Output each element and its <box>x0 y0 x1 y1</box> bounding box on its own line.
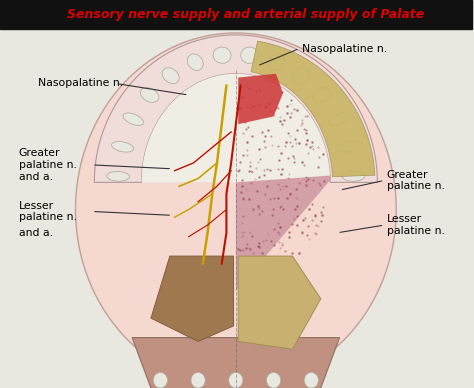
Ellipse shape <box>111 142 134 152</box>
Ellipse shape <box>304 372 319 388</box>
Polygon shape <box>236 175 330 291</box>
Ellipse shape <box>107 171 129 181</box>
Ellipse shape <box>162 68 179 83</box>
Ellipse shape <box>266 372 281 388</box>
Polygon shape <box>94 35 377 182</box>
Ellipse shape <box>292 68 310 83</box>
Ellipse shape <box>213 47 231 63</box>
Ellipse shape <box>313 88 331 102</box>
Text: Sensory nerve supply and arterial supply of Palate: Sensory nerve supply and arterial supply… <box>67 8 424 21</box>
Ellipse shape <box>187 54 203 71</box>
Polygon shape <box>238 74 283 124</box>
Text: and a.: and a. <box>19 228 53 238</box>
Ellipse shape <box>269 54 284 71</box>
Text: Greater
palatine n.
and a.: Greater palatine n. and a. <box>19 148 77 182</box>
Polygon shape <box>238 256 321 349</box>
Ellipse shape <box>241 47 259 63</box>
Polygon shape <box>151 256 234 341</box>
Polygon shape <box>251 41 375 177</box>
Ellipse shape <box>123 113 144 125</box>
Bar <box>0 0 472 29</box>
Text: Greater
palatine n.: Greater palatine n. <box>387 170 445 191</box>
Ellipse shape <box>328 113 349 125</box>
Ellipse shape <box>229 372 243 388</box>
Ellipse shape <box>191 372 205 388</box>
Ellipse shape <box>153 372 167 388</box>
Text: Nasopalatine n.: Nasopalatine n. <box>302 43 387 54</box>
Text: Nasopalatine n.: Nasopalatine n. <box>38 78 123 88</box>
Polygon shape <box>132 338 340 388</box>
Polygon shape <box>142 74 330 291</box>
Ellipse shape <box>338 142 360 152</box>
Text: Lesser
palatine n.: Lesser palatine n. <box>19 201 77 222</box>
Ellipse shape <box>140 88 159 102</box>
Ellipse shape <box>75 33 396 386</box>
Ellipse shape <box>342 171 365 181</box>
Text: Lesser
palatine n.: Lesser palatine n. <box>387 214 445 236</box>
